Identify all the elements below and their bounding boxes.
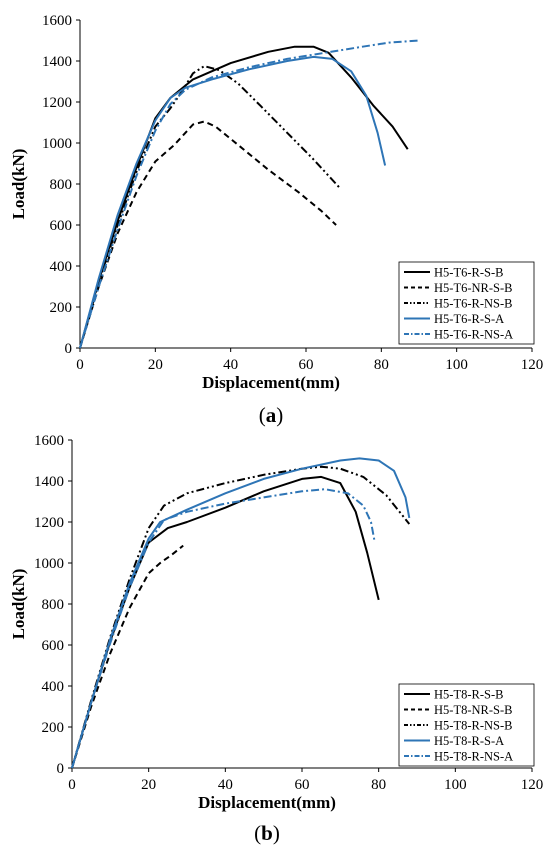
- x-tick-label: 40: [223, 357, 238, 373]
- series-line-h5-t6-r-s-a: [79, 55, 387, 349]
- y-tick-label: 1200: [34, 515, 64, 531]
- x-tick-label: 100: [444, 777, 467, 793]
- x-tick-label: 100: [445, 357, 468, 373]
- y-tick-label: 200: [50, 300, 73, 316]
- legend-label: H5-T8-R-S-B: [434, 688, 503, 702]
- y-tick-label: 600: [42, 638, 65, 654]
- panel-caption: (b): [254, 821, 280, 845]
- x-tick-label: 20: [148, 357, 163, 373]
- series-line-h5-t8-r-ns-a: [71, 488, 376, 769]
- y-axis-title: Load(kN): [9, 569, 28, 640]
- chart-panel-a: 0 200 400 600 800 1000 1200 1400 1600 0 20 40 60 80 10…: [9, 13, 543, 427]
- x-tick-label: 80: [374, 357, 389, 373]
- legend: H5-T6-R-S-BH5-T6-NR-S-BH5-T6-R-NS-BH5-T6…: [398, 261, 535, 345]
- x-tick-label: 40: [218, 777, 233, 793]
- legend-label: H5-T6-R-NS-B: [434, 297, 512, 311]
- caption-open: (: [254, 821, 261, 845]
- y-tick-label: 800: [50, 177, 73, 193]
- y-tick-label: 1400: [42, 54, 72, 70]
- series-line-h5-t8-r-ns-b: [71, 465, 411, 769]
- legend-label: H5-T8-NR-S-B: [434, 703, 512, 717]
- series-line-h5-t6-nr-s-b: [79, 120, 337, 349]
- legend-label: H5-T8-R-NS-A: [434, 750, 513, 764]
- y-tick-label: 1000: [34, 556, 64, 572]
- series-line-h5-t6-r-ns-b: [79, 65, 341, 349]
- series-line-h5-t8-r-s-b: [71, 475, 380, 769]
- caption-close: ): [273, 821, 280, 845]
- legend-box: [398, 261, 535, 345]
- x-axis-title: Displacement(mm): [202, 373, 340, 392]
- legend-label: H5-T6-NR-S-B: [434, 281, 512, 295]
- y-tick-label: 0: [65, 341, 73, 357]
- y-tick-label: 400: [42, 679, 65, 695]
- caption-close: ): [276, 403, 283, 427]
- y-tick-label: 800: [42, 597, 65, 613]
- y-tick-label: 400: [50, 259, 73, 275]
- x-tick-label: 20: [141, 777, 156, 793]
- caption-letter: a: [266, 403, 277, 427]
- x-tick-label: 120: [521, 777, 544, 793]
- y-tick-label: 1400: [34, 474, 64, 490]
- y-axis-title: Load(kN): [9, 149, 28, 220]
- x-tick-label: 0: [68, 777, 76, 793]
- legend-label: H5-T8-R-NS-B: [434, 719, 512, 733]
- y-tick-label: 1600: [34, 433, 64, 449]
- series-line-h5-t6-r-s-b: [79, 45, 409, 349]
- y-tick-label: 600: [50, 218, 73, 234]
- legend: H5-T8-R-S-BH5-T8-NR-S-BH5-T8-R-NS-BH5-T8…: [398, 683, 535, 767]
- legend-box: [398, 683, 535, 767]
- y-tick-label: 1200: [42, 95, 72, 111]
- x-tick-label: 120: [521, 357, 544, 373]
- legend-label: H5-T8-R-S-A: [434, 734, 504, 748]
- x-axis-title: Displacement(mm): [198, 793, 336, 812]
- x-tick-label: 0: [76, 357, 84, 373]
- chart-panel-b: 0 200 400 600 800 1000 1200 1400 1600 0 20 40 60 80 10…: [9, 433, 543, 845]
- y-tick-label: 1000: [42, 136, 72, 152]
- x-tick-label: 80: [371, 777, 386, 793]
- caption-open: (: [259, 403, 266, 427]
- x-tick-label: 60: [299, 357, 314, 373]
- panel-caption: (a): [259, 403, 284, 427]
- y-tick-label: 200: [42, 720, 65, 736]
- y-tick-label: 0: [57, 761, 65, 777]
- series-line-h5-t6-r-ns-a: [79, 39, 420, 349]
- legend-label: H5-T6-R-S-B: [434, 266, 503, 280]
- y-tick-label: 1600: [42, 13, 72, 29]
- series-line-h5-t8-r-s-a: [71, 457, 411, 769]
- legend-label: H5-T6-R-S-A: [434, 312, 504, 326]
- x-tick-label: 60: [295, 777, 310, 793]
- series-line-h5-t8-nr-s-b: [71, 544, 184, 769]
- legend-label: H5-T6-R-NS-A: [434, 328, 513, 342]
- caption-letter: b: [261, 821, 273, 845]
